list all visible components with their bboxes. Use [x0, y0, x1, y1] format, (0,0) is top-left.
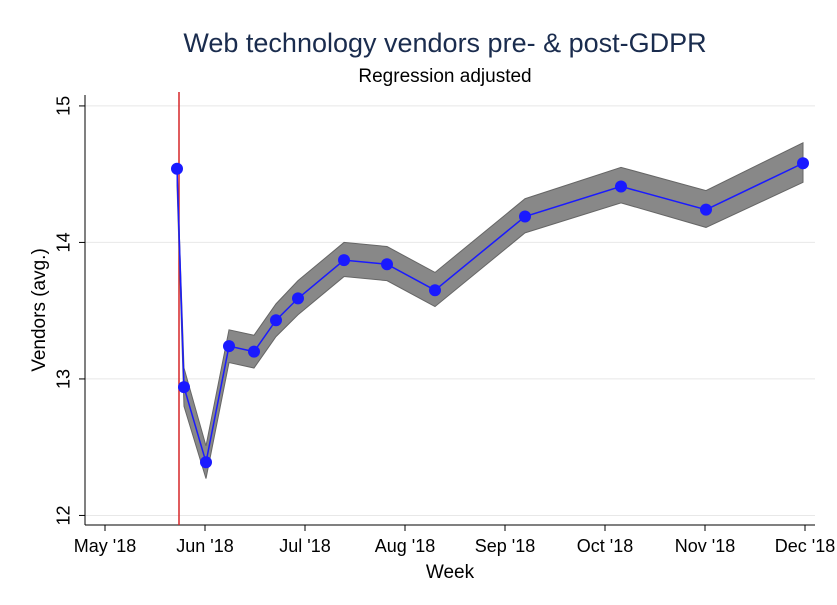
data-point	[519, 210, 531, 223]
data-point	[248, 345, 260, 358]
x-tick-label: Jun '18	[176, 536, 233, 556]
y-axis-label: Vendors (avg.)	[29, 248, 50, 372]
x-tick-label: Nov '18	[675, 536, 735, 556]
data-point	[381, 258, 393, 271]
data-point	[700, 203, 712, 216]
data-point	[223, 340, 235, 353]
data-point	[178, 381, 190, 394]
y-tick-label: 15	[54, 96, 74, 116]
data-point	[200, 456, 212, 469]
x-axis-label: Week	[426, 562, 475, 583]
data-point	[429, 284, 441, 297]
x-tick-label: Jul '18	[279, 536, 330, 556]
y-tick-label: 14	[54, 232, 74, 252]
chart-subtitle: Regression adjusted	[358, 66, 531, 87]
x-tick-label: May '18	[74, 536, 136, 556]
data-point	[797, 157, 809, 170]
chart-title: Web technology vendors pre- & post-GDPR	[183, 28, 706, 58]
confidence-band	[176, 141, 804, 479]
data-point	[615, 180, 627, 193]
data-point	[171, 162, 183, 175]
series-line	[176, 162, 804, 463]
x-tick-label: Dec '18	[775, 536, 835, 556]
data-point	[270, 314, 282, 327]
x-tick-label: Aug '18	[375, 536, 436, 556]
data-point	[292, 292, 304, 305]
y-tick-label: 13	[54, 369, 74, 389]
data-point	[338, 254, 350, 267]
x-tick-label: Oct '18	[577, 536, 633, 556]
x-tick-label: Sep '18	[475, 536, 536, 556]
y-tick-label: 12	[54, 505, 74, 525]
